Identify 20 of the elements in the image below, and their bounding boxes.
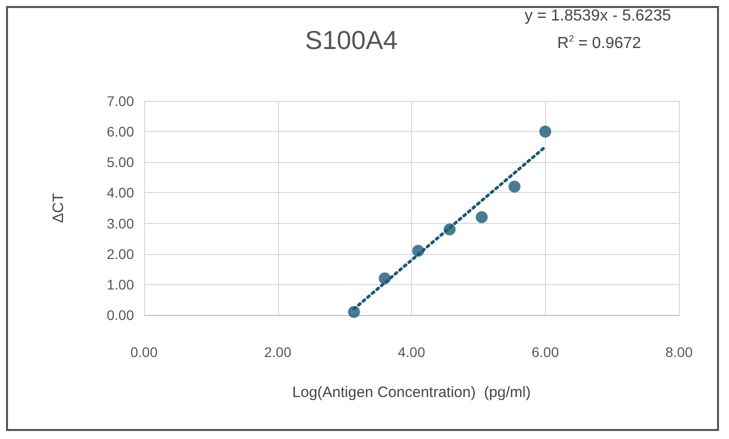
x-axis-title: Log(Antigen Concentration) (pg/ml): [292, 384, 531, 401]
y-axis-title: ΔCT: [50, 192, 67, 224]
y-tick-label: 7.00: [106, 93, 134, 109]
chart-title: S100A4: [305, 25, 398, 55]
text: y = 1.8539x - 5.6235: [524, 8, 672, 24]
y-tick-label: 3.00: [106, 215, 134, 232]
y-tick-label: 2.00: [106, 246, 134, 262]
point: [539, 126, 552, 138]
y-tick-label: 0.00: [106, 307, 134, 323]
x-tick-label: 0.00: [130, 344, 158, 360]
x-tick-label: 8.00: [665, 344, 693, 360]
x-tick-label: 6.00: [532, 344, 560, 360]
point: [508, 180, 520, 193]
y-tick-label: 6.00: [106, 124, 134, 140]
y-tick-label: 5.00: [106, 154, 134, 170]
y-tick-label: 4.00: [106, 184, 134, 201]
x-tick-label: 2.00: [264, 344, 292, 360]
point: [476, 211, 488, 224]
y-tick-label: 1.00: [106, 276, 134, 292]
x-tick-label: 4.00: [398, 344, 426, 360]
